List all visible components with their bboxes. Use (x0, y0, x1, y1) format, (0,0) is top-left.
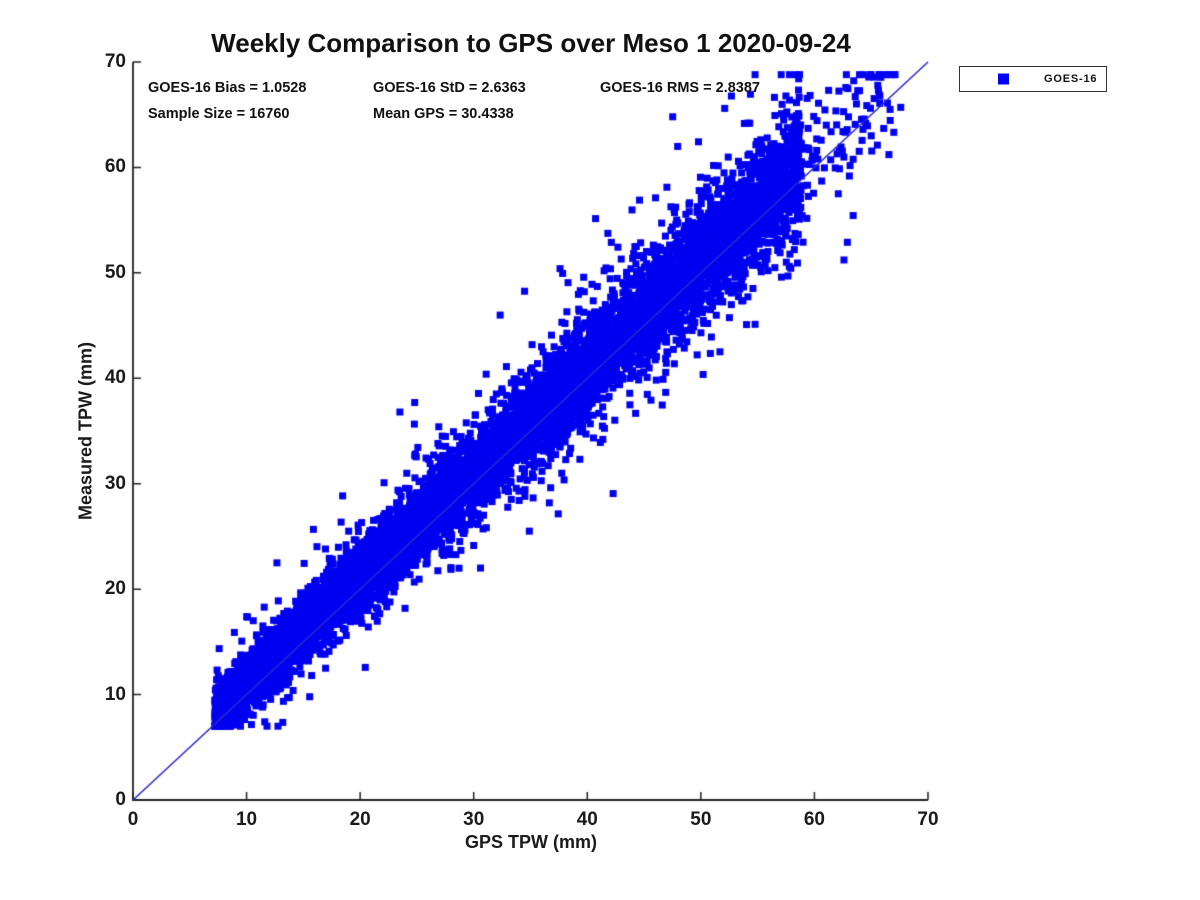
chart-title: Weekly Comparison to GPS over Meso 1 202… (211, 28, 851, 58)
y-tick-label: 10 (104, 683, 126, 705)
stat-rms: GOES-16 RMS = 2.8387 (600, 80, 760, 96)
x-tick-label: 30 (463, 809, 485, 830)
y-tick-label: 40 (104, 367, 126, 389)
x-tick-label: 60 (803, 809, 825, 830)
x-tick-label: 10 (235, 809, 258, 830)
y-tick-label: 70 (104, 51, 126, 72)
x-tick-label: 50 (690, 809, 712, 830)
x-tick-label: 40 (576, 809, 598, 830)
y-tick-label: 20 (104, 578, 126, 600)
stat-sample-size: Sample Size = 16760 (148, 106, 290, 122)
y-tick-label: 50 (104, 261, 126, 283)
stat-mean-gps: Mean GPS = 30.4338 (373, 106, 514, 122)
y-tick-label: 30 (104, 472, 126, 494)
y-tick-label: 60 (104, 156, 126, 178)
legend-marker-goes16-icon (998, 73, 1009, 85)
stat-bias: GOES-16 Bias = 1.0528 (148, 80, 307, 96)
x-tick-label: 20 (349, 809, 371, 830)
x-axis-label: GPS TPW (mm) (464, 832, 598, 852)
x-tick-label: 0 (127, 809, 139, 830)
stat-std: GOES-16 StD = 2.6363 (373, 80, 526, 96)
x-tick-label: 70 (917, 809, 939, 830)
legend: GOES-16 (959, 66, 1107, 92)
legend-label-goes16: GOES-16 (1044, 73, 1098, 85)
y-tick-label: 0 (115, 789, 126, 810)
